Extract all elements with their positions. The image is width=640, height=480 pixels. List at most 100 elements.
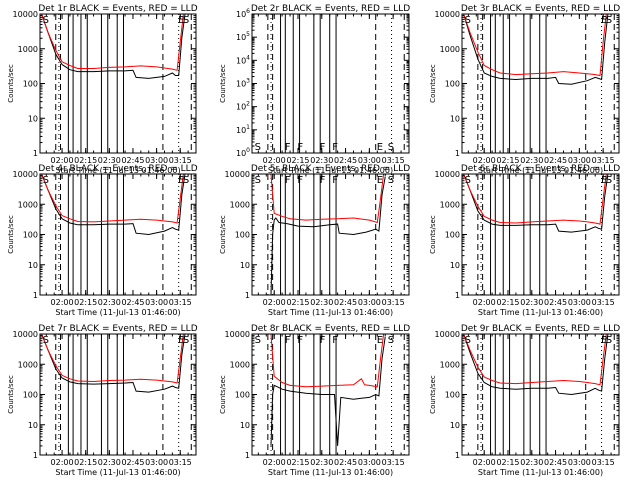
plot-frame xyxy=(461,13,620,154)
y-axis-label: Counts/sec xyxy=(219,215,227,254)
x-tick-label: 03:15 xyxy=(382,298,405,307)
x-tick-label: 03:15 xyxy=(592,298,615,307)
y-tick-label: 100 xyxy=(23,80,38,89)
y-axis-label: Counts/sec xyxy=(7,64,15,103)
y-tick-label: 10 xyxy=(450,114,460,123)
event-letter-label: S xyxy=(43,335,49,346)
event-letter-label: E xyxy=(178,15,184,26)
x-tick-label: 02:15 xyxy=(286,298,309,307)
event-letter-label: S xyxy=(255,142,261,153)
event-letter-label: S xyxy=(255,175,261,186)
event-letter-label: E xyxy=(178,175,184,186)
event-letter-label: E xyxy=(377,175,383,186)
x-axis-label: Start Time (11-Jul-13 01:46:00) xyxy=(55,308,180,317)
x-tick-label: 02:15 xyxy=(496,156,519,165)
event-letter-label: F xyxy=(332,175,338,186)
x-tick-label: 02:00 xyxy=(473,298,496,307)
x-axis-label: Start Time (11-Jul-13 01:46:00) xyxy=(55,166,180,175)
y-tick-label: 100 xyxy=(445,391,460,400)
event-letter-label: E xyxy=(377,142,383,153)
series-lld-line xyxy=(41,13,184,71)
y-axis-label: Counts/sec xyxy=(219,375,227,414)
panel-title: Det 4r BLACK = Events, RED = LLD xyxy=(38,164,197,174)
event-letter-label: F xyxy=(285,142,291,153)
x-tick-label: 02:00 xyxy=(263,458,286,467)
x-tick-label: 02:00 xyxy=(51,458,74,467)
x-tick-label: 03:00 xyxy=(568,298,591,307)
x-tick-label: 02:30 xyxy=(520,298,543,307)
event-letter-label: F xyxy=(320,335,326,346)
panel-title: Det 6r BLACK = Events, RED = LLD xyxy=(461,164,620,174)
event-letter-label: E xyxy=(178,335,184,346)
y-tick-label: 1000 xyxy=(230,200,250,209)
x-tick-label: 03:15 xyxy=(382,458,405,467)
y-tick-label: 1 xyxy=(33,149,38,158)
x-axis-label: Start Time (11-Jul-13 01:46:00) xyxy=(478,166,603,175)
y-tick-label: 10000 xyxy=(225,170,250,179)
x-tick-label: 02:30 xyxy=(310,458,333,467)
series-events-line xyxy=(41,173,186,236)
x-tick-label: 02:45 xyxy=(544,458,567,467)
y-tick-label: 1 xyxy=(455,451,460,460)
plot-frame xyxy=(251,13,410,154)
x-tick-label: 03:00 xyxy=(145,458,168,467)
x-tick-label: 03:00 xyxy=(145,298,168,307)
series-events-line xyxy=(270,176,386,296)
x-tick-label: 02:15 xyxy=(286,458,309,467)
event-letter-label: E xyxy=(601,175,607,186)
panel-title: Det 9r BLACK = Events, RED = LLD xyxy=(461,324,620,334)
event-letter-label: S xyxy=(388,142,394,153)
event-letter-label: S xyxy=(465,335,471,346)
event-letter-label: S xyxy=(255,335,261,346)
event-letter-label: F xyxy=(320,142,326,153)
x-tick-label: 02:15 xyxy=(74,458,97,467)
x-tick-label: 02:00 xyxy=(263,298,286,307)
x-tick-label: 02:45 xyxy=(334,458,357,467)
series-events-line xyxy=(463,13,609,85)
x-tick-label: 02:30 xyxy=(310,298,333,307)
panel-title: Det 2r BLACK = Events, RED = LLD xyxy=(251,4,410,14)
x-tick-label: 03:15 xyxy=(169,458,192,467)
x-tick-label: 02:30 xyxy=(98,156,121,165)
x-axis-label: Start Time (11-Jul-13 01:46:00) xyxy=(478,468,603,477)
y-tick-label: 105 xyxy=(236,31,250,42)
event-letter-label: E xyxy=(377,335,383,346)
x-axis-label: Start Time (11-Jul-13 01:46:00) xyxy=(268,468,393,477)
event-letter-label: S xyxy=(606,335,612,346)
x-tick-label: 03:15 xyxy=(592,156,615,165)
x-tick-label: 02:00 xyxy=(51,156,74,165)
y-tick-label: 1000 xyxy=(440,360,460,369)
panel-2: Det 2r BLACK = Events, RED = LLD 100 101 10… xyxy=(219,4,410,175)
event-letter-label: S xyxy=(388,175,394,186)
event-letter-label: E xyxy=(601,15,607,26)
y-tick-label: 106 xyxy=(236,8,250,19)
panel-4: Det 4r BLACK = Events, RED = LLD 1 10 100 10… xyxy=(7,164,198,317)
y-tick-label: 10000 xyxy=(435,170,460,179)
series-events-line xyxy=(41,333,186,393)
event-letter-label: F xyxy=(297,335,303,346)
panel-7: Det 7r BLACK = Events, RED = LLD 1 10 100 10… xyxy=(7,324,198,477)
x-axis-label: Start Time (11-Jul-13 01:46:00) xyxy=(478,308,603,317)
panel-title: Det 1r BLACK = Events, RED = LLD xyxy=(38,4,197,14)
x-axis-label: Start Time (11-Jul-13 01:46:00) xyxy=(55,468,180,477)
event-letter-label: S xyxy=(388,335,394,346)
y-tick-label: 10000 xyxy=(225,330,250,339)
panel-5: Det 5r BLACK = Events, RED = LLD 1 10 100 10… xyxy=(219,164,410,317)
y-tick-label: 1000 xyxy=(18,45,38,54)
panel-title: Det 5r BLACK = Events, RED = LLD xyxy=(251,164,410,174)
x-tick-label: 02:30 xyxy=(520,156,543,165)
x-tick-label: 02:30 xyxy=(310,156,333,165)
y-tick-label: 10000 xyxy=(435,10,460,19)
event-letter-label: S xyxy=(183,15,189,26)
series-lld-line xyxy=(270,333,385,388)
x-tick-label: 02:15 xyxy=(286,156,309,165)
x-axis-label: Start Time (11-Jul-13 01:46:00) xyxy=(268,166,393,175)
x-tick-label: 02:15 xyxy=(74,298,97,307)
y-tick-label: 100 xyxy=(445,231,460,240)
series-events-line xyxy=(41,13,186,79)
y-tick-label: 10 xyxy=(28,421,38,430)
event-letter-label: F xyxy=(285,175,291,186)
panel-title: Det 8r BLACK = Events, RED = LLD xyxy=(251,324,410,334)
y-tick-label: 1 xyxy=(245,451,250,460)
